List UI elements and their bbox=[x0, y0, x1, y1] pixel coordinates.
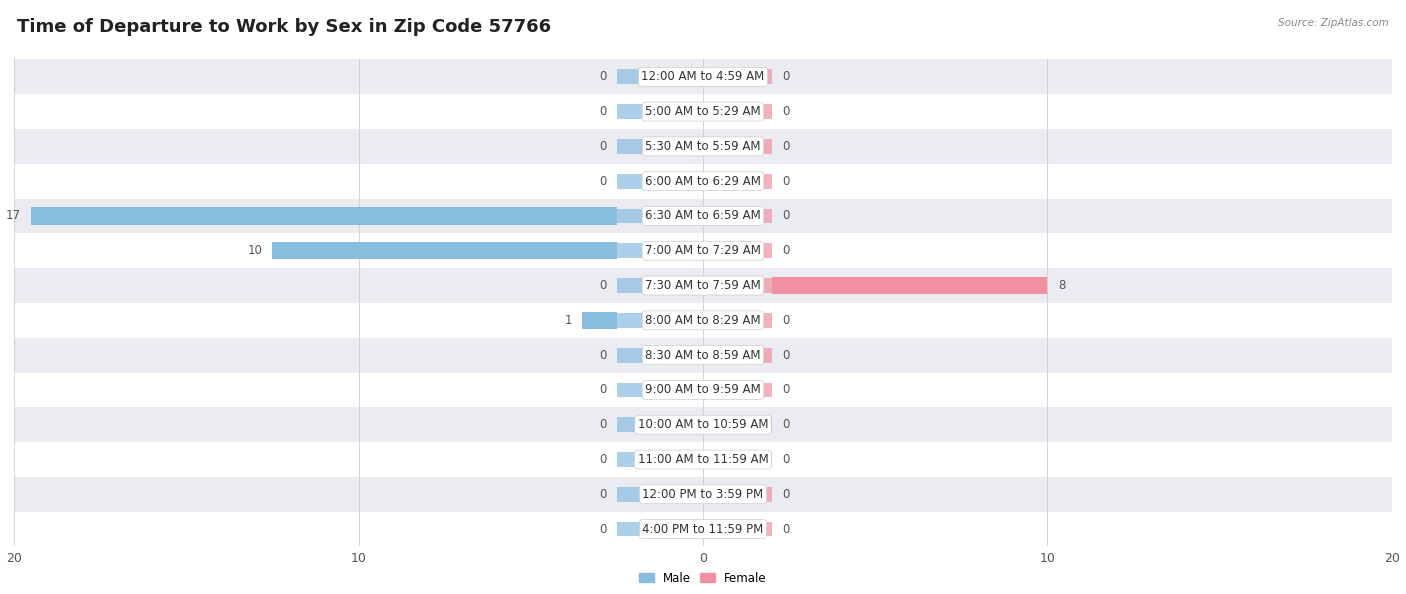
Text: 5:00 AM to 5:29 AM: 5:00 AM to 5:29 AM bbox=[645, 105, 761, 118]
Bar bbox=[703, 104, 772, 119]
Bar bbox=[617, 104, 703, 119]
Text: 0: 0 bbox=[782, 314, 790, 327]
Text: 0: 0 bbox=[782, 349, 790, 362]
Bar bbox=[582, 312, 617, 329]
Bar bbox=[14, 94, 1392, 129]
Text: 11:00 AM to 11:59 AM: 11:00 AM to 11:59 AM bbox=[638, 453, 768, 466]
Text: 0: 0 bbox=[599, 349, 606, 362]
Text: 0: 0 bbox=[782, 70, 790, 83]
Text: 0: 0 bbox=[599, 383, 606, 396]
Bar bbox=[14, 198, 1392, 233]
Bar bbox=[703, 418, 772, 432]
Text: 8:30 AM to 8:59 AM: 8:30 AM to 8:59 AM bbox=[645, 349, 761, 362]
Bar bbox=[617, 487, 703, 502]
Text: 0: 0 bbox=[599, 279, 606, 292]
Text: 17: 17 bbox=[6, 210, 21, 223]
Text: Source: ZipAtlas.com: Source: ZipAtlas.com bbox=[1278, 18, 1389, 28]
Bar bbox=[14, 268, 1392, 303]
Bar bbox=[617, 139, 703, 154]
Text: 10:00 AM to 10:59 AM: 10:00 AM to 10:59 AM bbox=[638, 418, 768, 431]
Bar bbox=[617, 313, 703, 328]
Text: 0: 0 bbox=[782, 140, 790, 153]
Bar bbox=[14, 233, 1392, 268]
Text: 4:00 PM to 11:59 PM: 4:00 PM to 11:59 PM bbox=[643, 523, 763, 536]
Text: 0: 0 bbox=[782, 105, 790, 118]
Text: 0: 0 bbox=[782, 418, 790, 431]
Text: 0: 0 bbox=[599, 140, 606, 153]
Bar bbox=[617, 383, 703, 397]
Bar bbox=[703, 452, 772, 467]
Text: 5:30 AM to 5:59 AM: 5:30 AM to 5:59 AM bbox=[645, 140, 761, 153]
Bar bbox=[617, 347, 703, 362]
Text: 0: 0 bbox=[782, 383, 790, 396]
Text: 10: 10 bbox=[247, 244, 262, 257]
Bar bbox=[14, 164, 1392, 198]
Text: 1: 1 bbox=[565, 314, 572, 327]
Bar bbox=[617, 522, 703, 536]
Text: 0: 0 bbox=[599, 418, 606, 431]
Text: 0: 0 bbox=[599, 523, 606, 536]
Bar bbox=[617, 69, 703, 84]
Bar bbox=[617, 244, 703, 258]
Bar bbox=[772, 277, 1047, 294]
Bar bbox=[617, 452, 703, 467]
Text: 0: 0 bbox=[599, 488, 606, 501]
Bar bbox=[14, 442, 1392, 477]
Bar bbox=[14, 511, 1392, 546]
Text: Time of Departure to Work by Sex in Zip Code 57766: Time of Departure to Work by Sex in Zip … bbox=[17, 18, 551, 36]
Bar bbox=[703, 69, 772, 84]
Bar bbox=[14, 407, 1392, 442]
Bar bbox=[703, 383, 772, 397]
Bar bbox=[617, 174, 703, 188]
Bar bbox=[14, 372, 1392, 407]
Text: 0: 0 bbox=[782, 210, 790, 223]
Bar bbox=[273, 242, 617, 260]
Bar bbox=[703, 487, 772, 502]
Bar bbox=[617, 208, 703, 223]
Text: 6:30 AM to 6:59 AM: 6:30 AM to 6:59 AM bbox=[645, 210, 761, 223]
Bar bbox=[703, 313, 772, 328]
Text: 0: 0 bbox=[782, 523, 790, 536]
Text: 0: 0 bbox=[599, 105, 606, 118]
Text: 0: 0 bbox=[782, 453, 790, 466]
Bar bbox=[14, 59, 1392, 94]
Text: 9:00 AM to 9:59 AM: 9:00 AM to 9:59 AM bbox=[645, 383, 761, 396]
Text: 8: 8 bbox=[1057, 279, 1066, 292]
Text: 12:00 AM to 4:59 AM: 12:00 AM to 4:59 AM bbox=[641, 70, 765, 83]
Text: 7:30 AM to 7:59 AM: 7:30 AM to 7:59 AM bbox=[645, 279, 761, 292]
Text: 12:00 PM to 3:59 PM: 12:00 PM to 3:59 PM bbox=[643, 488, 763, 501]
Legend: Male, Female: Male, Female bbox=[634, 567, 772, 589]
Bar bbox=[14, 338, 1392, 372]
Bar bbox=[703, 174, 772, 188]
Bar bbox=[703, 208, 772, 223]
Text: 6:00 AM to 6:29 AM: 6:00 AM to 6:29 AM bbox=[645, 175, 761, 188]
Bar bbox=[14, 129, 1392, 164]
Text: 0: 0 bbox=[599, 70, 606, 83]
Text: 0: 0 bbox=[782, 244, 790, 257]
Bar bbox=[703, 522, 772, 536]
Bar bbox=[703, 244, 772, 258]
Bar bbox=[31, 207, 617, 225]
Bar bbox=[703, 278, 772, 293]
Bar bbox=[14, 303, 1392, 338]
Bar bbox=[617, 278, 703, 293]
Text: 7:00 AM to 7:29 AM: 7:00 AM to 7:29 AM bbox=[645, 244, 761, 257]
Text: 0: 0 bbox=[599, 175, 606, 188]
Bar bbox=[703, 347, 772, 362]
Bar bbox=[14, 477, 1392, 511]
Text: 0: 0 bbox=[599, 453, 606, 466]
Text: 0: 0 bbox=[782, 175, 790, 188]
Text: 0: 0 bbox=[782, 488, 790, 501]
Bar bbox=[703, 139, 772, 154]
Bar bbox=[617, 418, 703, 432]
Text: 8:00 AM to 8:29 AM: 8:00 AM to 8:29 AM bbox=[645, 314, 761, 327]
